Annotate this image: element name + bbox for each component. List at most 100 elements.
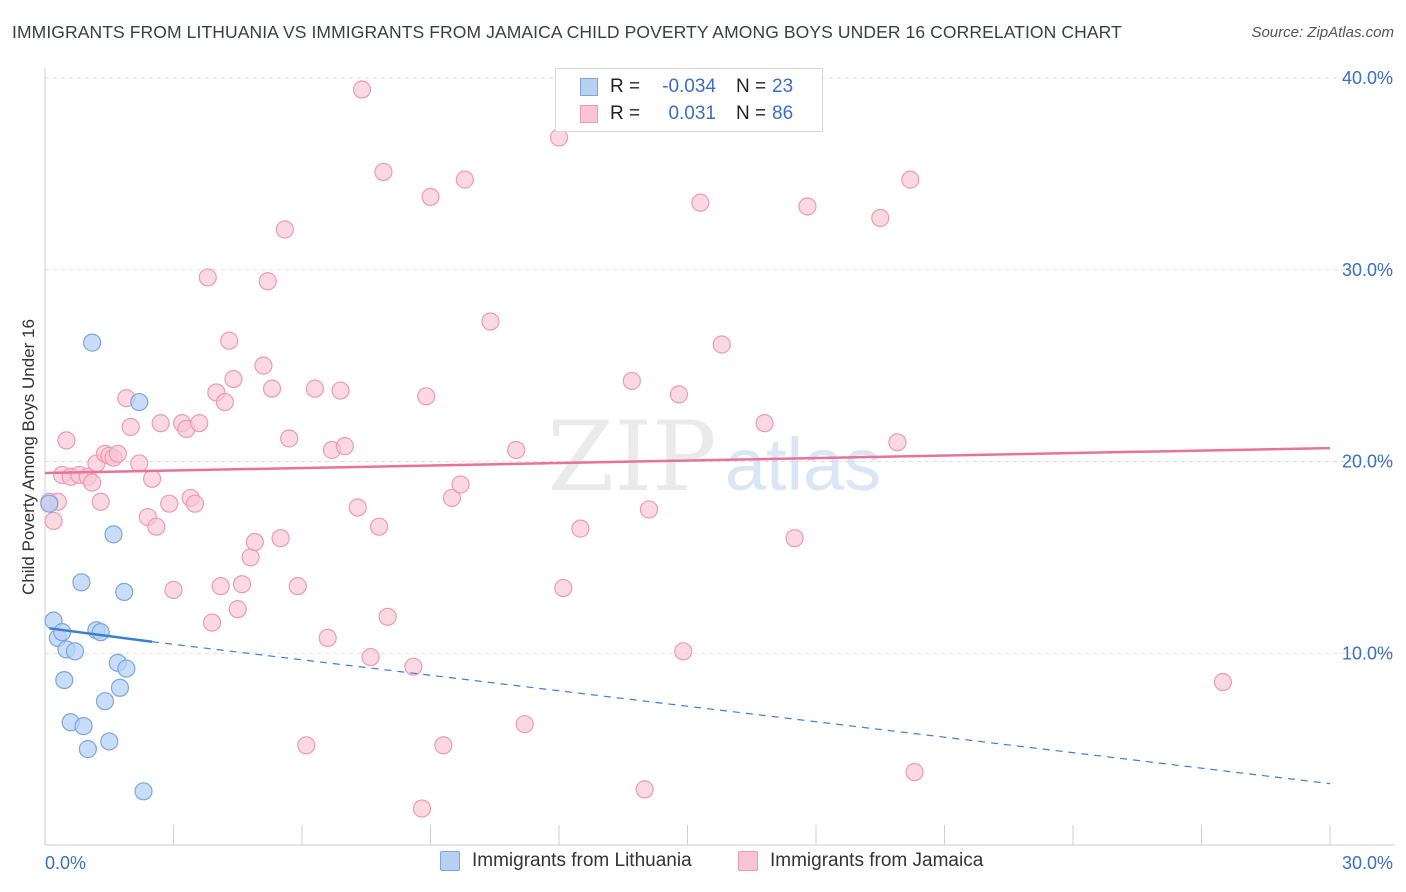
lithuania-point	[95, 692, 115, 711]
lithuania-point	[115, 582, 134, 601]
jamaica-point	[262, 379, 282, 398]
jamaica-point	[374, 162, 393, 182]
jamaica-point	[905, 763, 924, 782]
jamaica-point	[871, 208, 890, 228]
legend-r-label: R =	[610, 76, 641, 97]
jamaica-point	[691, 193, 710, 212]
watermark-zip: ZIP	[547, 401, 716, 513]
chart-title: IMMIGRANTS FROM LITHUANIA VS IMMIGRANTS …	[12, 22, 1122, 42]
legend-n-label: N =	[736, 76, 767, 97]
legend-r-value: -0.034	[662, 76, 716, 97]
jamaica-point	[211, 577, 230, 596]
jamaica-point	[481, 312, 500, 331]
jamaica-point	[164, 580, 183, 600]
jamaica-point	[297, 736, 316, 755]
jamaica-point	[712, 335, 731, 354]
correlation-legend: R = -0.034 N = 23 R = 0.031 N = 86	[555, 68, 823, 132]
lithuania-point	[130, 392, 149, 412]
watermark-atlas: atlas	[725, 423, 881, 506]
y-axis-label: Child Poverty Among Boys Under 16	[19, 319, 38, 595]
jamaica-point	[888, 433, 907, 452]
jamaica-point	[515, 715, 534, 734]
lithuania-points	[40, 333, 153, 801]
jamaica-point	[352, 80, 372, 99]
legend-item-lithuania: Immigrants from Lithuania	[440, 850, 692, 872]
jamaica-point	[639, 500, 659, 519]
jamaica-point	[241, 548, 260, 567]
grid-lines	[45, 77, 1395, 654]
legend-n-value: 23	[772, 76, 794, 97]
axes	[44, 68, 1395, 846]
trend-lines	[44, 446, 1331, 785]
legend-swatch-jamaica	[738, 851, 758, 871]
tick-labels: 10.0% 20.0% 30.0% 40.0% 0.0% 30.0%	[45, 68, 1393, 873]
jamaica-point	[755, 414, 774, 433]
source-attribution: Source: ZipAtlas.com	[1251, 24, 1394, 41]
jamaica-point	[442, 488, 462, 508]
jamaica-point	[220, 331, 239, 350]
legend-label-lithuania: Immigrants from Lithuania	[472, 850, 692, 871]
lithuania-point	[40, 494, 59, 513]
jamaica-point	[151, 414, 170, 433]
lithuania-point	[117, 659, 136, 678]
jamaica-point	[1213, 672, 1233, 692]
y-tick-label: 10.0%	[1342, 643, 1393, 663]
legend-swatch-jamaica	[580, 105, 598, 123]
legend-swatch-lithuania	[580, 78, 598, 96]
jamaica-point	[280, 429, 299, 448]
jamaica-point	[44, 511, 63, 531]
jamaica-point	[417, 387, 436, 406]
jamaica-point	[434, 736, 453, 755]
jamaica-point	[202, 613, 222, 632]
jamaica-point	[185, 494, 205, 513]
jamaica-point	[198, 268, 217, 287]
jamaica-point	[271, 529, 290, 548]
legend-n-value: 86	[772, 103, 794, 124]
jamaica-point	[622, 371, 641, 391]
series-legend: Immigrants from Lithuania Immigrants fro…	[0, 850, 1406, 878]
jamaica-point	[318, 628, 337, 648]
legend-swatch-lithuania	[440, 851, 460, 871]
jamaica-point	[224, 369, 243, 389]
jamaica-points	[40, 80, 1233, 818]
jamaica-point	[130, 454, 149, 473]
y-tick-label: 40.0%	[1342, 68, 1393, 88]
lithuania-point	[104, 525, 123, 544]
jamaica-point	[571, 519, 590, 538]
legend-label-jamaica: Immigrants from Jamaica	[770, 850, 984, 871]
y-tick-label: 20.0%	[1342, 452, 1393, 472]
jamaica-point	[674, 642, 693, 661]
legend-r-label: R =	[610, 103, 641, 124]
jamaica-point	[412, 799, 432, 818]
jamaica-point	[798, 197, 817, 216]
jamaica-point	[421, 187, 440, 206]
jamaica-point	[121, 417, 140, 437]
legend-row-jamaica: R = 0.031 N = 86	[580, 102, 793, 126]
legend-item-jamaica: Immigrants from Jamaica	[738, 850, 983, 872]
jamaica-point	[108, 444, 127, 463]
jamaica-point	[275, 220, 294, 239]
jamaica-point	[305, 379, 324, 398]
lithuania-point	[83, 333, 102, 352]
jamaica-point	[245, 532, 264, 552]
legend-row-lithuania: R = -0.034 N = 23	[580, 75, 793, 99]
jamaica-point	[190, 414, 209, 433]
lithuania-point	[65, 642, 85, 661]
jamaica-point	[215, 392, 234, 412]
jamaica-point	[361, 647, 380, 667]
jamaica-point	[335, 437, 354, 456]
jamaica-point	[331, 381, 350, 400]
jamaica-point	[348, 498, 367, 517]
jamaica-point	[232, 575, 252, 594]
jamaica-point	[147, 517, 166, 536]
lithuania-trend-dashed	[152, 641, 1331, 785]
jamaica-point	[785, 529, 804, 548]
lithuania-point	[134, 782, 153, 801]
watermark: ZIP atlas	[547, 401, 881, 513]
lithuania-point	[74, 717, 93, 736]
jamaica-point	[160, 494, 179, 513]
jamaica-point	[91, 492, 110, 511]
legend-r-value: 0.031	[668, 103, 716, 124]
lithuania-point	[72, 573, 91, 592]
